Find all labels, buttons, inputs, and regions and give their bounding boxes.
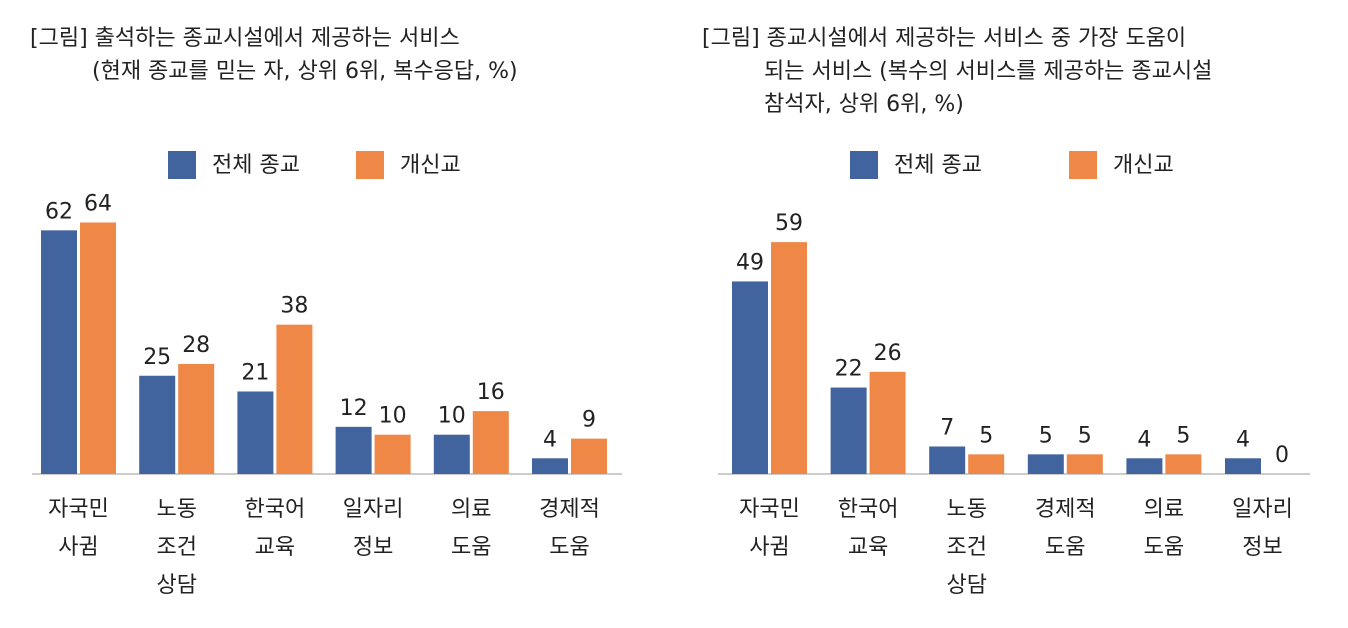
category-label: 의료 xyxy=(1144,497,1184,522)
bar xyxy=(732,281,768,474)
category-label: 자국민 xyxy=(739,497,800,522)
data-label: 5 xyxy=(979,423,993,448)
title-line: [그림] 종교시설에서 제공하는 서비스 중 가장 도움이 xyxy=(702,26,1187,51)
data-label: 59 xyxy=(775,211,803,236)
category-label: 도움 xyxy=(549,535,589,560)
legend-swatch xyxy=(356,151,384,179)
data-label: 10 xyxy=(379,404,407,429)
data-label: 4 xyxy=(543,427,557,452)
category-label: 정보 xyxy=(1242,535,1282,560)
data-label: 21 xyxy=(241,360,269,385)
bar xyxy=(869,371,906,474)
title-line: (현재 종교를 믿는 자, 상위 6위, 복수응답, %) xyxy=(92,59,518,84)
bar xyxy=(139,375,176,474)
bar xyxy=(472,411,509,474)
category-label: 도움 xyxy=(451,535,491,560)
chart-title-left: [그림] 출석하는 종교시설에서 제공하는 서비스 (현재 종교를 믿는 자, 상… xyxy=(30,22,518,88)
bar xyxy=(335,426,372,474)
bar xyxy=(1126,458,1163,474)
data-label: 16 xyxy=(477,380,505,405)
category-label: 한국어 xyxy=(245,497,306,522)
category-label: 의료 xyxy=(451,497,491,522)
category-label: 사귐 xyxy=(749,535,789,560)
data-label: 4 xyxy=(1236,427,1250,452)
bar xyxy=(532,458,568,474)
bar xyxy=(276,324,313,474)
bar xyxy=(374,434,411,474)
data-label: 62 xyxy=(45,199,73,224)
data-label: 38 xyxy=(280,294,308,319)
category-label: 사귐 xyxy=(58,535,98,560)
data-label: 64 xyxy=(84,191,112,216)
legend-swatch xyxy=(850,151,878,179)
bar xyxy=(1165,454,1202,474)
data-label: 5 xyxy=(1176,423,1190,448)
category-label: 교육 xyxy=(255,535,295,560)
bar xyxy=(41,230,77,474)
data-label: 10 xyxy=(438,404,466,429)
bar xyxy=(1066,454,1103,474)
title-line: [그림] 출석하는 종교시설에서 제공하는 서비스 xyxy=(30,26,460,51)
legend-swatch xyxy=(1069,151,1097,179)
data-label: 5 xyxy=(1078,423,1092,448)
data-label: 26 xyxy=(874,341,902,366)
legend-label: 개신교 xyxy=(1113,153,1174,178)
data-label: 5 xyxy=(1039,423,1053,448)
bar xyxy=(1027,454,1064,474)
bar xyxy=(433,434,470,474)
data-label: 49 xyxy=(736,250,764,275)
data-label: 9 xyxy=(582,408,596,433)
bar xyxy=(237,391,274,474)
title-line: 참석자, 상위 6위, %) xyxy=(764,92,964,117)
data-label: 4 xyxy=(1137,427,1151,452)
bar xyxy=(1225,458,1261,474)
category-label: 조건 xyxy=(946,535,986,560)
data-label: 7 xyxy=(940,415,954,440)
category-label: 상담 xyxy=(946,573,986,598)
legend-label: 전체 종교 xyxy=(212,153,300,178)
category-label: 도움 xyxy=(1045,535,1085,560)
data-label: 25 xyxy=(143,345,171,370)
category-label: 정보 xyxy=(353,535,393,560)
category-label: 노동 xyxy=(156,497,196,522)
bar xyxy=(771,242,807,474)
data-label: 22 xyxy=(835,357,863,382)
category-label: 일자리 xyxy=(343,497,404,522)
bar xyxy=(80,222,116,474)
category-label: 조건 xyxy=(156,535,196,560)
category-label: 경제적 xyxy=(539,497,600,522)
category-label: 일자리 xyxy=(1232,497,1293,522)
bar xyxy=(178,363,215,474)
data-label: 28 xyxy=(182,333,210,358)
legend-swatch xyxy=(168,151,196,179)
category-label: 자국민 xyxy=(48,497,109,522)
bar xyxy=(968,454,1005,474)
bar xyxy=(830,387,867,474)
bar xyxy=(571,438,607,474)
data-label: 12 xyxy=(340,396,368,421)
title-line: 되는 서비스 (복수의 서비스를 제공하는 종교시설 xyxy=(764,59,1213,84)
legend-label: 전체 종교 xyxy=(894,153,982,178)
category-label: 노동 xyxy=(946,497,986,522)
category-label: 상담 xyxy=(156,573,196,598)
category-label: 한국어 xyxy=(838,497,899,522)
category-label: 도움 xyxy=(1144,535,1184,560)
bar xyxy=(929,446,966,474)
data-label: 0 xyxy=(1275,443,1289,468)
category-label: 교육 xyxy=(848,535,888,560)
category-label: 경제적 xyxy=(1035,497,1096,522)
legend-label: 개신교 xyxy=(400,153,461,178)
